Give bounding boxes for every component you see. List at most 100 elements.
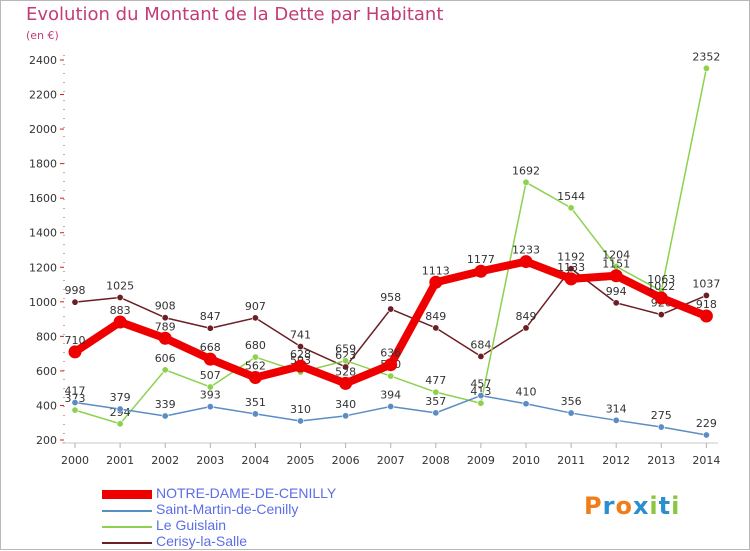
data-point bbox=[294, 359, 307, 373]
data-label: 849 bbox=[516, 310, 537, 323]
data-point bbox=[477, 352, 485, 360]
y-tick-label: 2000 bbox=[29, 123, 57, 136]
data-label: 918 bbox=[696, 298, 717, 311]
data-label: 356 bbox=[561, 395, 582, 408]
data-point bbox=[432, 409, 440, 417]
data-label: 1177 bbox=[467, 253, 495, 266]
logo-letter: t bbox=[658, 492, 672, 520]
data-point bbox=[612, 416, 620, 424]
data-label: 849 bbox=[425, 310, 446, 323]
y-tick-label: 2200 bbox=[29, 89, 57, 102]
data-point bbox=[477, 399, 485, 407]
legend-label: NOTRE-DAME-DE-CENILLY bbox=[156, 485, 337, 501]
data-label: 413 bbox=[470, 385, 491, 398]
data-label: 1204 bbox=[602, 249, 630, 262]
data-label: 659 bbox=[335, 343, 356, 356]
data-label: 710 bbox=[65, 334, 86, 347]
data-point bbox=[296, 343, 304, 351]
y-tick-label: 1400 bbox=[29, 227, 57, 240]
unit-label: (en €) bbox=[26, 29, 59, 42]
data-label: 958 bbox=[380, 291, 401, 304]
data-point bbox=[522, 178, 530, 186]
chart-title: Evolution du Montant de la Dette par Hab… bbox=[26, 4, 444, 25]
data-point bbox=[251, 353, 259, 361]
data-point bbox=[161, 412, 169, 420]
x-tick-label: 2010 bbox=[512, 454, 540, 467]
data-label: 628 bbox=[290, 348, 311, 361]
data-label: 410 bbox=[516, 386, 537, 399]
data-label: 339 bbox=[155, 398, 176, 411]
legend-swatch bbox=[102, 526, 152, 528]
data-label: 477 bbox=[425, 374, 446, 387]
data-point bbox=[432, 388, 440, 396]
data-label: 680 bbox=[245, 339, 266, 352]
logo-letter: o bbox=[615, 492, 633, 520]
data-label: 393 bbox=[200, 389, 221, 402]
data-point bbox=[161, 366, 169, 374]
data-point bbox=[474, 264, 488, 278]
x-tick-label: 2006 bbox=[332, 454, 360, 467]
data-label: 1025 bbox=[106, 280, 134, 293]
data-point bbox=[702, 431, 710, 439]
data-label: 668 bbox=[200, 341, 221, 354]
data-point bbox=[342, 412, 350, 420]
data-point bbox=[71, 399, 79, 407]
data-point bbox=[251, 314, 259, 322]
x-tick-label: 2007 bbox=[377, 454, 405, 467]
y-tick-label: 1200 bbox=[29, 261, 57, 274]
data-point bbox=[387, 402, 395, 410]
data-label: 2352 bbox=[692, 50, 720, 63]
data-point bbox=[71, 298, 79, 306]
x-tick-label: 2003 bbox=[196, 454, 224, 467]
data-label: 314 bbox=[606, 402, 627, 415]
data-label: 998 bbox=[65, 284, 86, 297]
logo-letter: x bbox=[632, 492, 650, 520]
data-label: 606 bbox=[155, 352, 176, 365]
data-label: 507 bbox=[200, 369, 221, 382]
y-tick-label: 400 bbox=[36, 399, 57, 412]
legend-label: Saint-Martin-de-Cenilly bbox=[156, 501, 299, 517]
data-point bbox=[609, 269, 623, 283]
data-point bbox=[387, 305, 395, 313]
data-point bbox=[519, 255, 533, 269]
data-point bbox=[116, 420, 124, 428]
data-point bbox=[296, 417, 304, 425]
data-point bbox=[702, 64, 710, 72]
data-label: 623 bbox=[335, 349, 356, 362]
data-point bbox=[158, 331, 172, 345]
data-label: 562 bbox=[245, 359, 266, 372]
data-point bbox=[567, 265, 575, 273]
x-tick-label: 2013 bbox=[647, 454, 675, 467]
data-point bbox=[522, 400, 530, 408]
data-point bbox=[657, 423, 665, 431]
data-label: 741 bbox=[290, 329, 311, 342]
logo-letter: i bbox=[649, 492, 659, 520]
legend-swatch bbox=[102, 542, 152, 544]
data-label: 275 bbox=[651, 409, 672, 422]
data-point bbox=[116, 405, 124, 413]
data-label: 883 bbox=[110, 304, 131, 317]
data-point bbox=[384, 358, 398, 372]
data-point bbox=[248, 370, 262, 384]
data-label: 1113 bbox=[422, 264, 450, 277]
data-point bbox=[251, 410, 259, 418]
x-tick-label: 2011 bbox=[557, 454, 585, 467]
data-label: 310 bbox=[290, 403, 311, 416]
x-tick-label: 2001 bbox=[106, 454, 134, 467]
data-point bbox=[71, 406, 79, 414]
data-label: 357 bbox=[425, 395, 446, 408]
data-label: 528 bbox=[335, 365, 356, 378]
data-point bbox=[567, 204, 575, 212]
data-point bbox=[68, 345, 82, 359]
data-label: 1063 bbox=[647, 273, 675, 286]
logo-letter: r bbox=[602, 492, 616, 520]
logo-letter: P bbox=[584, 492, 603, 520]
series-saint-martin-de-cenilly: 417 379 339 393 351 310 340 394 357 457 410 356 314 2… bbox=[65, 378, 717, 439]
proxiti-logo: Proxiti bbox=[584, 492, 680, 520]
data-label: 340 bbox=[335, 398, 356, 411]
y-tick-label: 800 bbox=[36, 330, 57, 343]
data-label: 847 bbox=[200, 310, 221, 323]
data-label: 789 bbox=[155, 320, 176, 333]
data-point bbox=[206, 383, 214, 391]
